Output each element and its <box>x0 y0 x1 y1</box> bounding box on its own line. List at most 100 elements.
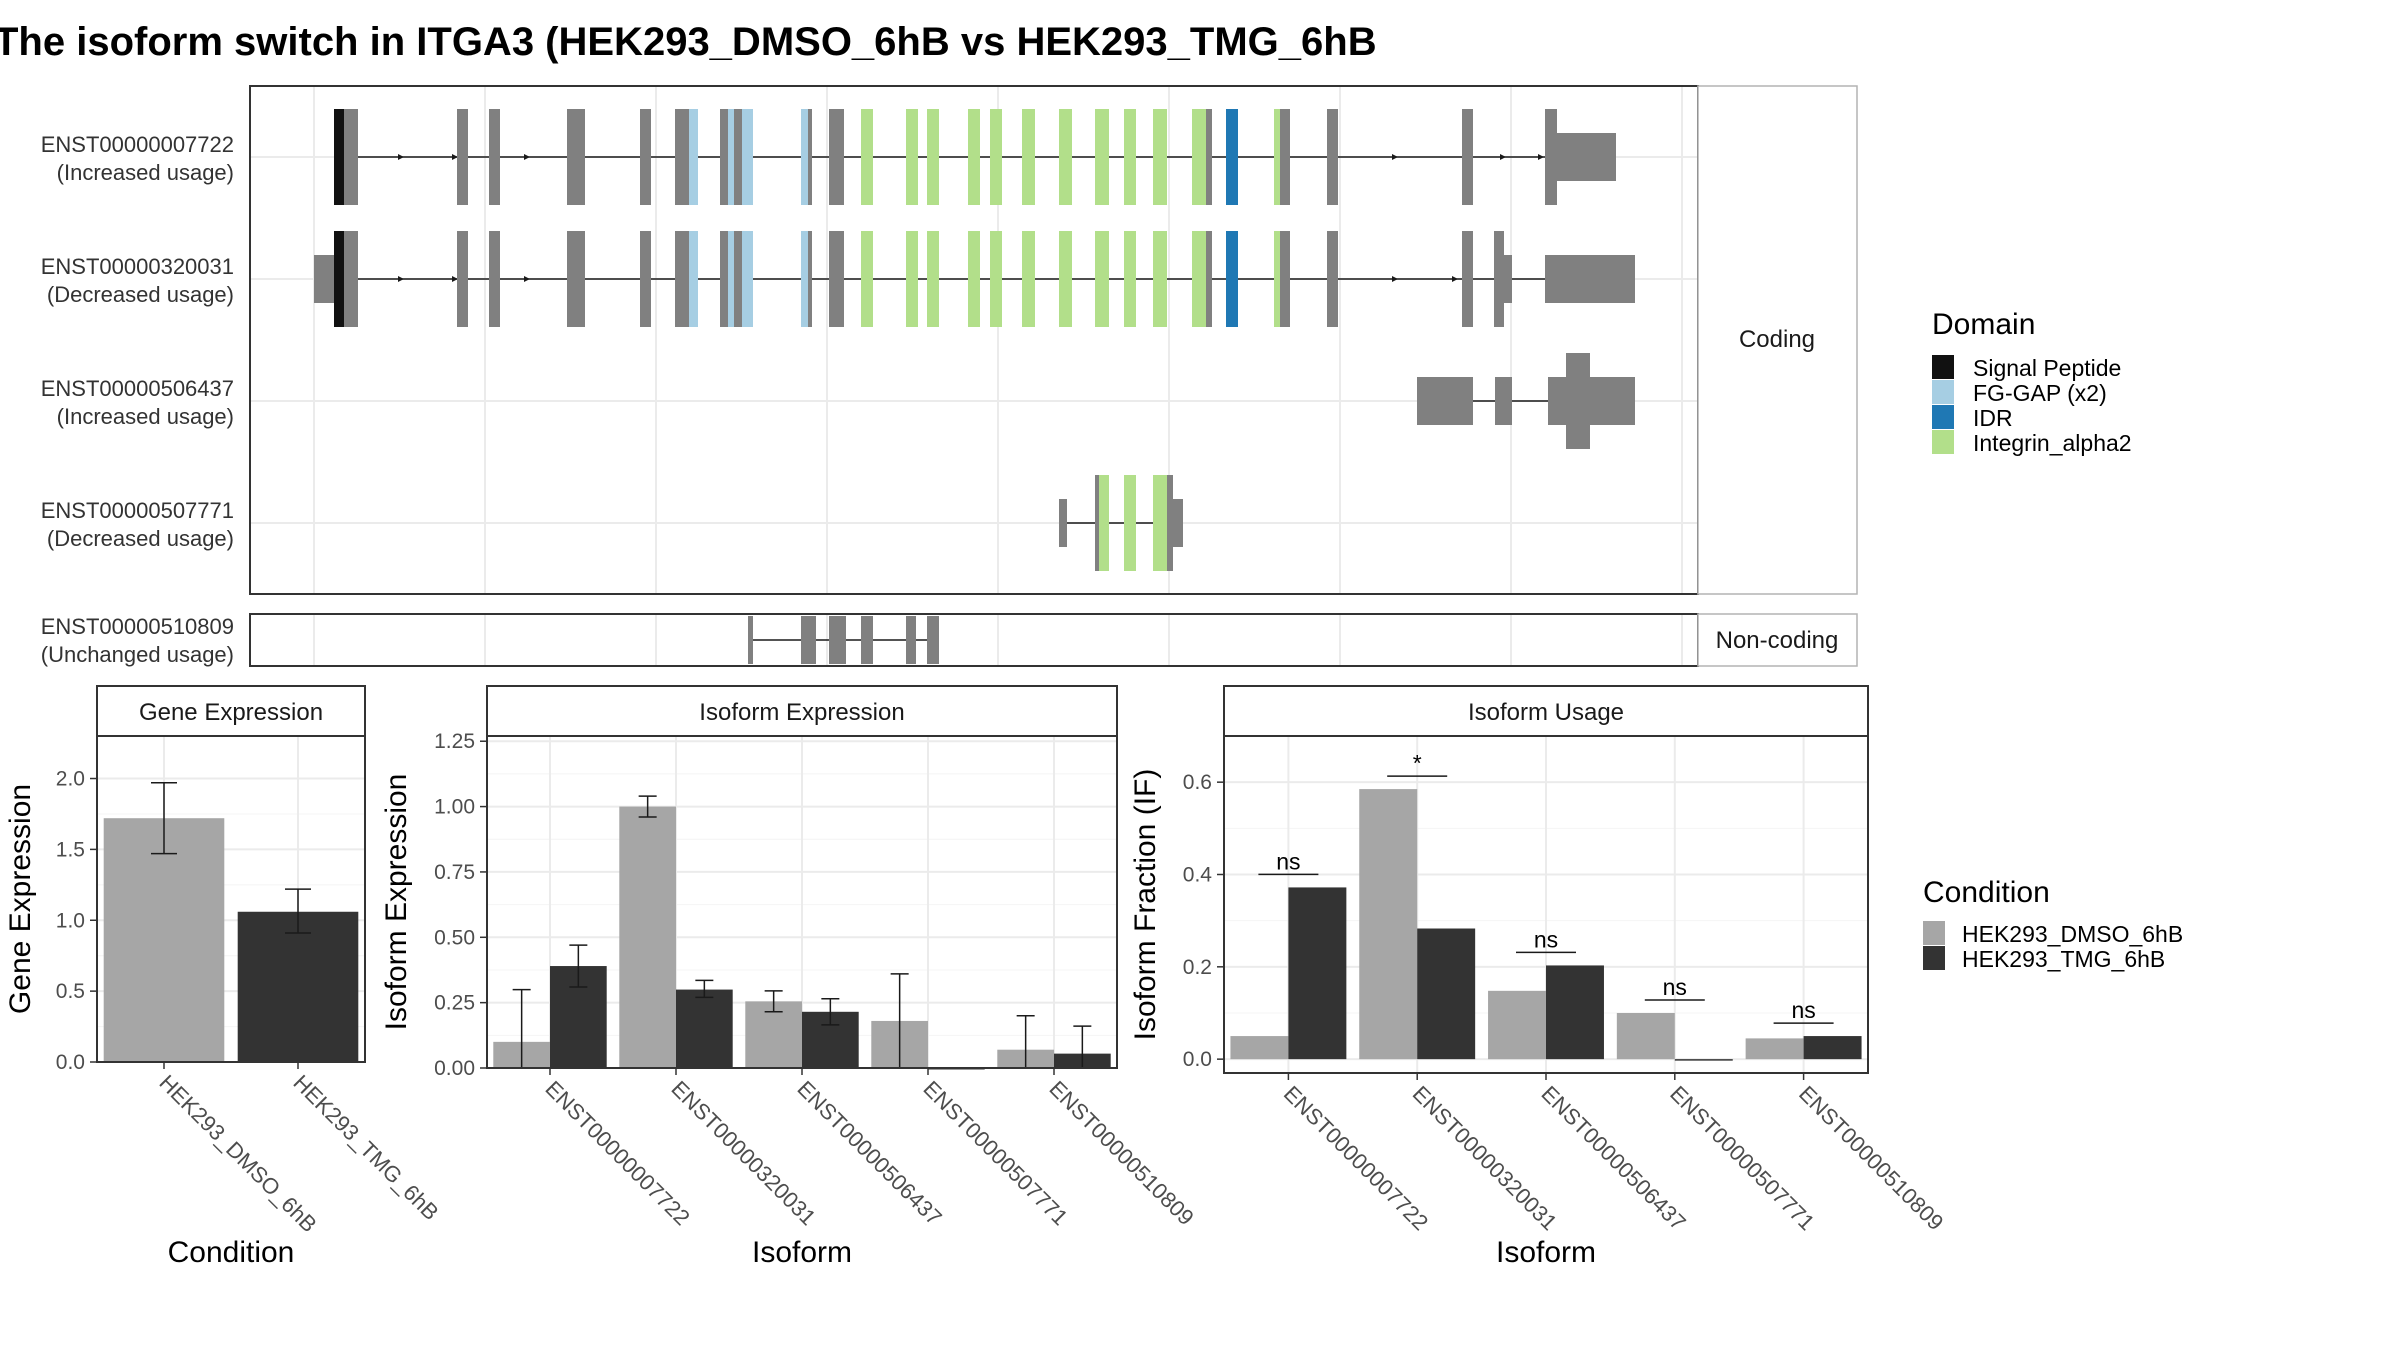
exon <box>720 231 728 327</box>
isoform-expression-ytick-label: 0.00 <box>434 1057 475 1080</box>
isoform-usage-ytick-label: 0.4 <box>1183 863 1213 886</box>
exon <box>801 616 816 664</box>
exon <box>1327 231 1338 327</box>
exon-utr <box>1495 377 1512 425</box>
strand-arrow <box>1500 154 1506 160</box>
gene-expression-strip <box>96 685 366 737</box>
exon-integrin-alpha2 <box>906 109 918 205</box>
exon <box>1280 231 1290 327</box>
exon-integrin-alpha2 <box>1059 109 1072 205</box>
coding-strip <box>1697 85 1858 595</box>
transcript-label-id: ENST00000510809 <box>41 614 234 639</box>
transcript-noncoding-panel: Non-coding ENST00000510809 (Unchanged us… <box>41 613 1858 667</box>
exon <box>1206 109 1212 205</box>
gene-expression-bar <box>103 818 225 1062</box>
exon-utr <box>1548 377 1635 425</box>
exon <box>344 109 358 205</box>
legend-label: Signal Peptide <box>1973 355 2121 381</box>
exon <box>344 231 358 327</box>
exon-integrin-alpha2 <box>1095 231 1109 327</box>
exon <box>675 231 689 327</box>
isoform-expression-ytick-label: 1.00 <box>434 796 475 819</box>
gene-expression-y-axis-title: Gene Expression <box>4 784 37 1014</box>
exon <box>1545 109 1557 205</box>
isoform-expression-bar <box>619 806 676 1068</box>
exon <box>1462 231 1473 327</box>
exon-fg-gap <box>742 231 753 327</box>
exon-utr <box>314 255 334 303</box>
isoform-usage-chart: ns * ns ns ns Isoform Usage 0.0 0.2 0.4 0.6 ENST00… <box>1129 685 1948 1269</box>
legend-label: FG-GAP (x2) <box>1973 380 2107 406</box>
isoform-usage-significance-label: * <box>1413 750 1422 776</box>
legend-label: Integrin_alpha2 <box>1973 430 2132 456</box>
exon-integrin-alpha2 <box>927 231 939 327</box>
exon <box>1327 109 1338 205</box>
exon-integrin-alpha2 <box>1022 231 1035 327</box>
isoform-usage-bar <box>1230 1036 1289 1060</box>
transcript-label-status: (Decreased usage) <box>47 526 234 551</box>
exon-idr <box>1226 109 1238 205</box>
coding-strip-label: Coding <box>1739 326 1815 353</box>
strand-arrow <box>398 276 404 282</box>
isoform-usage-significance-label: ns <box>1276 848 1300 874</box>
exon-utr <box>1504 255 1512 303</box>
exon <box>640 109 651 205</box>
legend-key-dmso <box>1923 921 1945 945</box>
exon <box>567 109 585 205</box>
transcript-model-enst00000007722 <box>334 109 1616 205</box>
exon <box>808 109 812 205</box>
exon-integrin-alpha2 <box>1059 231 1072 327</box>
transcript-label-id: ENST00000506437 <box>41 376 234 401</box>
exon <box>640 231 651 327</box>
isoform-expression-chart: Isoform Expression 0.00 0.25 0.50 0.75 1.00 1.… <box>380 685 1199 1269</box>
legend-key-fg-gap <box>1932 380 1954 404</box>
exon <box>457 231 468 327</box>
isoform-expression-strip <box>486 685 1118 737</box>
condition-legend: Condition HEK293_DMSO_6hB HEK293_TMG_6hB <box>1923 876 2183 972</box>
domain-legend-title: Domain <box>1932 308 2035 341</box>
exon-integrin-alpha2 <box>1124 475 1136 571</box>
gene-expression-ytick-label: 0.5 <box>56 980 85 1003</box>
exon-signal-peptide <box>334 231 344 327</box>
strand-arrow <box>452 154 458 160</box>
exon <box>808 231 812 327</box>
strand-arrows <box>398 154 1544 160</box>
exon-integrin-alpha2 <box>1099 475 1109 571</box>
isoform-usage-xtick-label: ENST00000320031 <box>1408 1081 1562 1235</box>
transcript-label-id: ENST00000507771 <box>41 498 234 523</box>
exon-utr <box>1557 133 1616 181</box>
condition-legend-title: Condition <box>1923 876 2050 909</box>
noncoding-strip-label: Non-coding <box>1716 627 1839 654</box>
gene-expression-ytick-label: 2.0 <box>56 768 85 791</box>
exon <box>1206 231 1212 327</box>
isoform-usage-bar <box>1745 1038 1804 1060</box>
exon <box>748 616 753 664</box>
strand-arrow <box>452 276 458 282</box>
legend-key-signal-peptide <box>1932 355 1954 379</box>
isoform-usage-y-axis-title: Isoform Fraction (IF) <box>1129 769 1162 1041</box>
isoform-usage-xtick-label: ENST00000007722 <box>1279 1081 1433 1235</box>
transcript-label-id: ENST00000007722 <box>41 132 234 157</box>
noncoding-panel-background <box>250 614 1698 666</box>
transcript-model-enst00000507771 <box>1059 475 1183 571</box>
isoform-expression-bar <box>676 989 733 1068</box>
isoform-usage-ytick-label: 0.0 <box>1183 1048 1212 1071</box>
exon <box>906 616 916 664</box>
exon <box>1462 109 1473 205</box>
isoform-expression-ytick-label: 0.50 <box>434 926 475 949</box>
exon <box>1566 353 1590 449</box>
legend-label: HEK293_TMG_6hB <box>1962 946 2165 972</box>
isoform-expression-y-axis-title: Isoform Expression <box>380 774 413 1031</box>
exon <box>927 616 939 664</box>
exon <box>720 109 728 205</box>
domain-legend: Domain Signal Peptide FG-GAP (x2) IDR In… <box>1932 308 2132 456</box>
transcript-label-status: (Decreased usage) <box>47 282 234 307</box>
isoform-usage-bar <box>1616 1012 1675 1060</box>
exon-integrin-alpha2 <box>1124 231 1136 327</box>
exon-integrin-alpha2 <box>990 109 1002 205</box>
exon-integrin-alpha2 <box>927 109 939 205</box>
exon <box>734 231 742 327</box>
exon-integrin-alpha2 <box>1274 109 1280 205</box>
exon-utr <box>1059 499 1067 547</box>
